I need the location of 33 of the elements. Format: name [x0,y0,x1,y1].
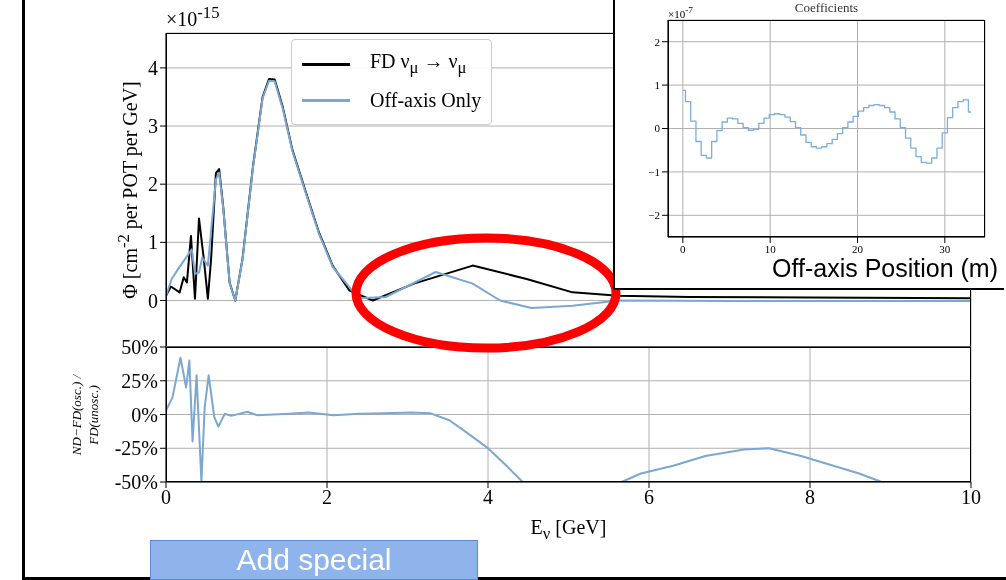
x-tick-label: 8 [805,486,815,509]
y-tick-label: −2 [648,209,660,222]
y-tick-label: 3 [148,115,158,138]
y-tick-label: 1 [148,231,158,254]
legend-label: FD ν$_{μ}$ → ν$_{μ}$ [370,50,467,78]
y-tick-label: 25% [121,369,158,392]
chart-title: Coefficients [794,0,859,15]
x-tick-label: 10 [764,242,777,255]
x-tick-label: 20 [852,242,864,255]
y-tick-label: 4 [148,56,158,79]
y-axis-title: ND−FD(osc.) / FD(unosc.) [68,373,102,457]
x-tick-label: 4 [483,486,493,509]
legend-label: Off-axis Only [370,88,482,112]
y-tick-label: 0 [148,289,158,312]
y-tick-label: -50% [114,471,158,494]
x-tick-label: 0 [680,242,687,255]
y-tick-label: 1 [654,79,660,91]
text: ×10$^{-15}$ [166,3,220,31]
x-axis-title: Off-axis Position (m) [772,254,998,283]
text: Add special [150,540,478,580]
y-tick-label: 50% [121,336,158,359]
x-tick-label: 2 [322,486,332,509]
y-tick-label: −1 [648,165,660,178]
x-tick-label: 6 [644,486,654,509]
x-axis-title: E$_{ν}$ [GeV] [529,516,608,544]
y-tick-label: 0% [131,403,158,426]
y-tick-label: 2 [654,35,660,48]
y-tick-label: -25% [114,437,158,460]
y-tick-label: 2 [148,173,158,196]
y-tick-label: 0 [654,122,661,135]
x-tick-label: 30 [939,242,951,255]
text: ×10$^{-7}$ [668,5,693,20]
x-tick-label: 10 [961,486,981,509]
